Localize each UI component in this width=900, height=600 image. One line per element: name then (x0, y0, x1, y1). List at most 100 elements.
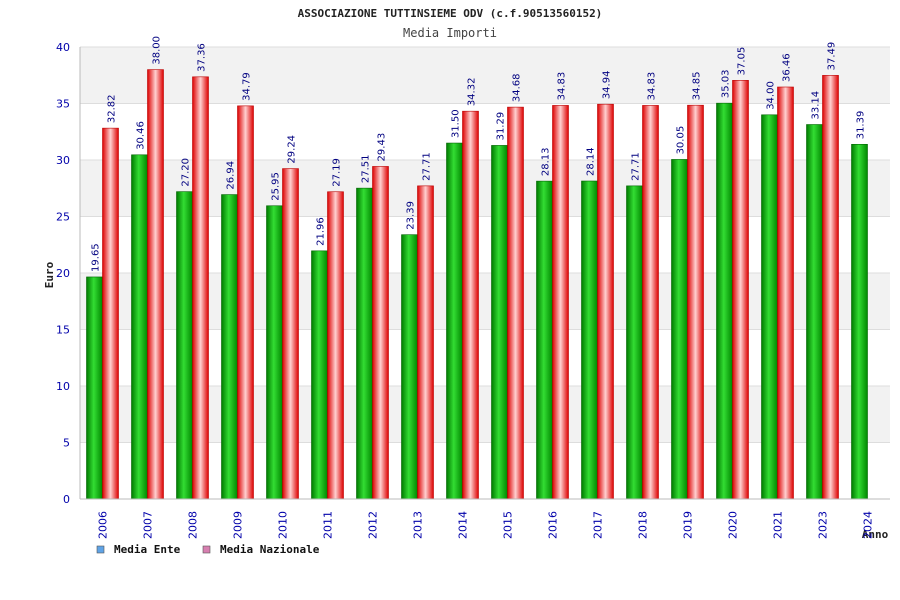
y-tick-label: 15 (56, 324, 70, 337)
bar-nazionale (372, 166, 389, 500)
y-tick-label: 20 (56, 267, 70, 280)
y-axis-ticks: 0 5 10 15 20 25 30 35 40 (56, 41, 70, 506)
bar-value-label-ente: 28.13 (541, 147, 552, 176)
x-tick-label: 2023 (817, 511, 830, 539)
bar-value-label-ente: 31.50 (451, 109, 462, 138)
bar-ente (446, 142, 463, 500)
bar-value-label-nazionale: 34.83 (557, 72, 568, 101)
bar-ente (266, 205, 283, 500)
legend: Media Ente Media Nazionale (96, 543, 320, 556)
bar-value-label-ente: 26.94 (226, 161, 237, 190)
y-axis-label: Euro (43, 261, 56, 288)
bar-value-label-nazionale: 29.24 (287, 135, 298, 164)
bar-value-label-nazionale: 34.85 (692, 72, 703, 101)
bar-value-label-ente: 30.46 (136, 121, 147, 150)
y-tick-label: 25 (56, 211, 70, 224)
x-tick-label: 2008 (187, 511, 200, 539)
y-tick-label: 30 (56, 154, 70, 167)
bar-value-label-nazionale: 27.71 (422, 152, 433, 181)
bar-nazionale (282, 168, 299, 500)
x-tick-label: 2006 (97, 511, 110, 539)
bar-value-label-ente: 33.14 (811, 91, 822, 120)
bar-value-label-nazionale: 37.05 (737, 47, 748, 76)
x-tick-label: 2018 (637, 511, 650, 539)
bar-value-label-nazionale: 37.36 (197, 43, 208, 72)
bar-nazionale (822, 75, 839, 500)
bar-ente (536, 180, 553, 500)
bar-nazionale (552, 105, 569, 500)
bar-nazionale (147, 69, 164, 500)
grid-band (80, 273, 890, 330)
y-tick-label: 10 (56, 380, 70, 393)
x-tick-label: 2020 (727, 511, 740, 539)
bar-value-label-ente: 25.95 (271, 172, 282, 201)
bar-ente (311, 250, 328, 500)
bar-value-label-nazionale: 34.68 (512, 73, 523, 102)
bar-ente (356, 187, 373, 500)
bar-value-label-nazionale: 34.83 (647, 72, 658, 101)
bar-value-label-ente: 27.71 (631, 152, 642, 181)
x-tick-label: 2016 (547, 511, 560, 539)
bar-value-label-nazionale: 34.79 (242, 72, 253, 101)
bar-value-label-nazionale: 34.32 (467, 78, 478, 107)
x-axis-ticks: 2006 2007 2008 2009 2010 2011 2012 2013 2014 2015… (97, 511, 875, 539)
chart-title: ASSOCIAZIONE TUTTINSIEME ODV (c.f.905135… (298, 7, 603, 20)
x-tick-label: 2009 (232, 511, 245, 539)
y-tick-label: 5 (63, 437, 70, 450)
bar-ente (221, 194, 238, 500)
bar-value-label-ente: 23.39 (406, 201, 417, 230)
bar-nazionale (777, 86, 794, 500)
x-axis-label: Anno (862, 528, 889, 541)
bar-nazionale (417, 185, 434, 500)
bar-ente (671, 159, 688, 500)
gridlines (80, 46, 890, 500)
bar-value-label-nazionale: 36.46 (782, 53, 793, 82)
bar-value-label-nazionale: 29.43 (377, 133, 388, 162)
legend-label-ente: Media Ente (114, 543, 181, 556)
x-tick-label: 2014 (457, 511, 470, 539)
bar-value-label-ente: 28.14 (586, 147, 597, 176)
y-tick-label: 35 (56, 98, 70, 111)
x-tick-label: 2017 (592, 511, 605, 539)
bar-ente (626, 185, 643, 500)
bar-nazionale (192, 76, 209, 500)
bar-value-label-ente: 21.96 (316, 217, 327, 246)
bar-nazionale (102, 127, 119, 500)
bar-nazionale (462, 110, 479, 500)
x-tick-label: 2012 (367, 511, 380, 539)
bar-nazionale (732, 80, 749, 500)
bar-value-label-ente: 34.00 (766, 81, 777, 110)
y-tick-label: 0 (63, 493, 70, 506)
bar-nazionale (237, 105, 254, 500)
grid-band (80, 160, 890, 217)
grid-band (80, 47, 890, 104)
bar-value-label-ente: 27.51 (361, 154, 372, 183)
bar-value-label-nazionale: 34.94 (602, 71, 613, 100)
bar-ente (581, 180, 598, 500)
bar-value-label-nazionale: 27.19 (332, 158, 343, 187)
chart-subtitle: Media Importi (403, 26, 497, 40)
x-tick-label: 2024 (862, 511, 875, 539)
bar-ente (401, 234, 418, 500)
legend-swatch-nazionale (202, 545, 211, 554)
bar-value-label-ente: 31.29 (496, 112, 507, 141)
bar-value-label-ente: 27.20 (181, 158, 192, 187)
bars (86, 69, 868, 500)
grid-band (80, 386, 890, 443)
x-tick-label: 2019 (682, 511, 695, 539)
bar-labels: 19.65 32.82 30.46 38.00 27.20 37.36 26.94 34.79… (91, 36, 867, 272)
bar-nazionale (642, 105, 659, 500)
bar-ente (86, 276, 103, 500)
legend-swatch-ente (96, 545, 105, 554)
x-tick-label: 2007 (142, 511, 155, 539)
bar-ente (851, 143, 868, 500)
axes (79, 47, 890, 500)
x-tick-label: 2011 (322, 511, 335, 539)
bar-value-label-nazionale: 38.00 (152, 36, 163, 65)
bar-value-label-nazionale: 32.82 (107, 94, 118, 123)
bar-ente (131, 154, 148, 500)
y-tick-label: 40 (56, 41, 70, 54)
bar-nazionale (327, 191, 344, 500)
bar-value-label-ente: 30.05 (676, 126, 687, 155)
